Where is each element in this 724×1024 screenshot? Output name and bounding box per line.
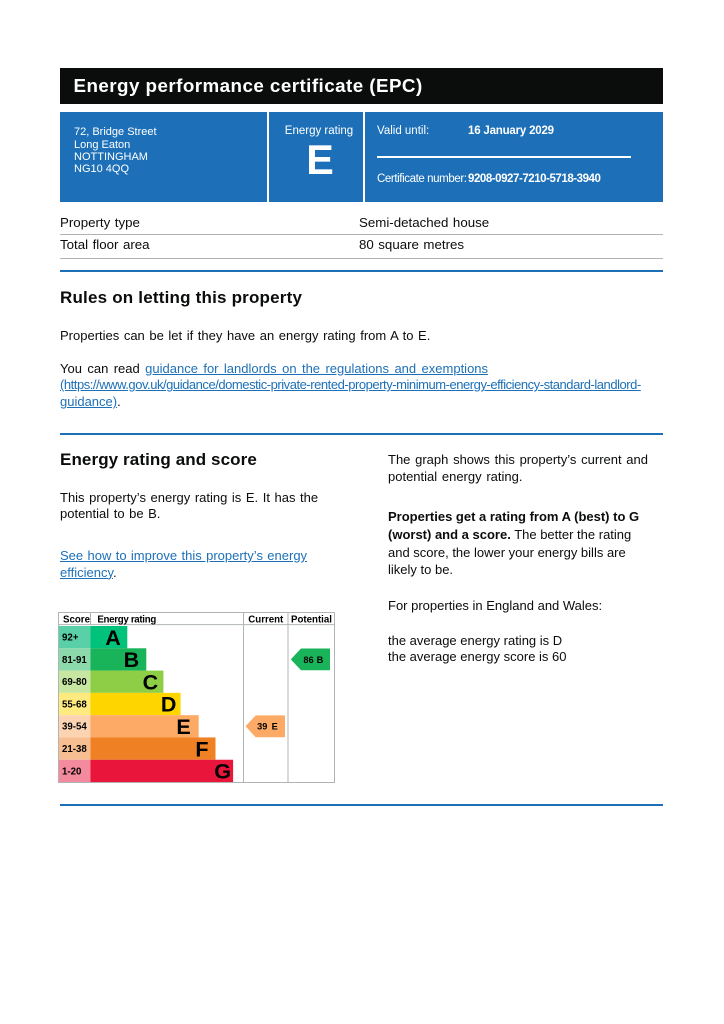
svg-text:92+: 92+: [62, 633, 79, 644]
svg-text:E: E: [176, 715, 190, 739]
svg-text:55-68: 55-68: [62, 699, 87, 710]
svg-text:C: C: [143, 670, 159, 694]
svg-text:86: 86: [303, 655, 313, 665]
svg-text:69-80: 69-80: [62, 677, 87, 688]
svg-text:39: 39: [257, 722, 267, 732]
svg-text:1-20: 1-20: [62, 766, 81, 777]
svg-text:Energy rating: Energy rating: [97, 614, 156, 625]
svg-text:21-38: 21-38: [62, 744, 87, 755]
svg-text:B: B: [317, 655, 324, 665]
svg-text:Potential: Potential: [291, 614, 332, 625]
svg-text:Score: Score: [63, 614, 91, 625]
svg-text:G: G: [214, 759, 231, 783]
svg-text:A: A: [105, 626, 121, 650]
svg-text:E: E: [272, 722, 278, 732]
svg-text:Current: Current: [248, 614, 284, 625]
svg-text:F: F: [195, 737, 208, 761]
svg-text:B: B: [124, 648, 140, 672]
svg-text:81-91: 81-91: [62, 655, 87, 666]
svg-text:39-54: 39-54: [62, 722, 87, 733]
svg-text:D: D: [161, 693, 177, 717]
